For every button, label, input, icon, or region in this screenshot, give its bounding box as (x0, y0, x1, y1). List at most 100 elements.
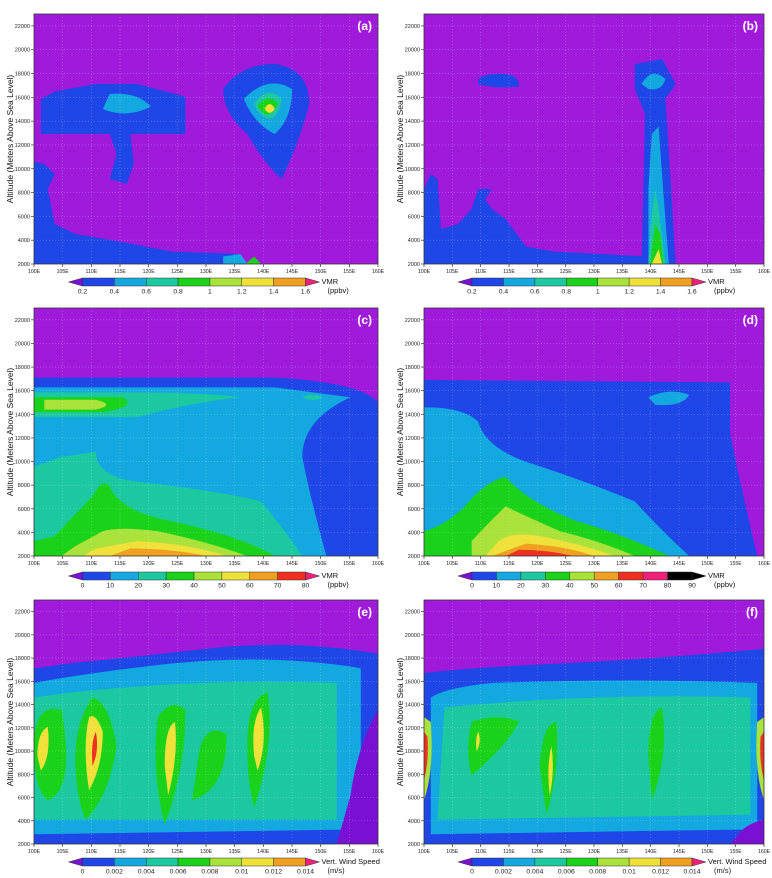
colorbar-swatch (145, 857, 179, 867)
x-tick-label: 150E (315, 269, 328, 275)
y-tick-label: 12000 (405, 143, 420, 149)
contour-region (476, 731, 480, 752)
colorbar-swatch (273, 857, 306, 867)
colorbar-swatch (618, 571, 644, 581)
x-tick-label: 160E (372, 849, 385, 855)
x-tick-label: 110E (85, 849, 97, 855)
colorbar-tick-label: 0.8 (562, 289, 572, 296)
colorbar-swatch (566, 277, 598, 287)
contour-region (424, 174, 649, 264)
colorbar-swatch (534, 857, 567, 867)
x-tick-label: 125E (171, 561, 184, 567)
colorbar-tick-label: 1.6 (687, 289, 697, 296)
colorbar-max-arrow (305, 571, 321, 581)
colorbar-tick-label: 1 (596, 289, 600, 296)
x-tick-label: 100E (418, 849, 431, 855)
y-tick-label: 14000 (15, 703, 30, 709)
y-tick-label: 22000 (15, 610, 30, 616)
colorbar-tick-label: 0 (470, 869, 474, 876)
y-tick-label: 22000 (405, 318, 420, 324)
x-tick-label: 115E (114, 849, 126, 855)
colorbar-tick-label: 10 (107, 583, 115, 590)
colorbar-swatch (471, 857, 504, 867)
x-tick-label: 145E (286, 269, 299, 275)
contour-region (302, 394, 323, 400)
panel-label: (c) (357, 313, 372, 327)
contour-region (648, 707, 664, 801)
x-tick-label: 145E (286, 849, 299, 855)
x-tick-label: 110E (475, 561, 487, 567)
colorbar-tick-label: 50 (218, 583, 226, 590)
colorbar-max-arrow (691, 277, 707, 287)
x-tick-label: 115E (114, 561, 126, 567)
x-tick-label: 135E (616, 561, 629, 567)
contour-region (40, 84, 186, 184)
colorbar-tick-label: 0.002 (495, 869, 512, 876)
y-tick-label: 16000 (405, 679, 420, 685)
x-tick-label: 155E (343, 849, 356, 855)
contour-region (468, 717, 520, 776)
contour-regions (34, 377, 378, 556)
contour-region (336, 709, 378, 844)
colorbar-tick-label: 0.004 (526, 869, 543, 876)
contour-region (730, 819, 764, 844)
y-tick-label: 10000 (15, 460, 30, 466)
plot-frame (33, 307, 379, 557)
colorbar-swatch (114, 277, 147, 287)
x-tick-label: 155E (730, 849, 743, 855)
colorbar-tick-label: 50 (590, 583, 598, 590)
x-tick-label: 150E (315, 849, 328, 855)
colorbar-tick-label: 1.4 (656, 289, 666, 296)
x-tick-label: 115E (503, 561, 515, 567)
x-tick-label: 100E (28, 269, 41, 275)
x-tick-label: 140E (645, 269, 658, 275)
y-tick-label: 16000 (15, 389, 30, 395)
colorbar-tick-label: 0.6 (141, 289, 151, 296)
x-tick-label: 130E (200, 561, 213, 567)
plot-frame (423, 307, 765, 557)
x-tick-label: 135E (616, 269, 629, 275)
y-tick-label: 6000 (18, 507, 30, 513)
plot-frame (33, 13, 379, 265)
x-tick-label: 145E (673, 561, 686, 567)
y-tick-label: 6000 (408, 214, 420, 220)
colorbar-swatch (82, 857, 115, 867)
y-tick-label: 8000 (408, 191, 420, 197)
x-tick-label: 140E (645, 561, 658, 567)
contour-region (264, 104, 275, 113)
colorbar-tick-label: 1.4 (269, 289, 279, 296)
colorbar-tick-label: 60 (246, 583, 254, 590)
x-tick-label: 130E (588, 561, 601, 567)
x-tick-label: 130E (588, 849, 601, 855)
contour-region (245, 256, 262, 264)
colorbar-tick-label: 0.006 (558, 869, 575, 876)
y-tick-label: 18000 (15, 656, 30, 662)
colorbar-swatch (628, 277, 661, 287)
x-tick-label: 150E (701, 269, 714, 275)
colorbar-swatch (471, 571, 497, 581)
colorbar-max-arrow (305, 857, 321, 867)
colorbar-swatch (597, 857, 630, 867)
y-tick-label: 20000 (15, 341, 30, 347)
colorbar-tick-label: 0.01 (623, 869, 636, 876)
x-tick-label: 115E (114, 269, 126, 275)
plot-frame (423, 599, 765, 845)
colorbar-unit: (ppbv) (714, 286, 736, 295)
contour-region (192, 730, 227, 801)
x-tick-label: 125E (171, 849, 184, 855)
y-tick-label: 14000 (15, 119, 30, 125)
x-tick-label: 100E (28, 561, 41, 567)
y-tick-label: 18000 (15, 365, 30, 371)
panel-f: 2000 4000 6000 8000 10000 12000 14000 16000 1800… (395, 599, 771, 876)
plot-frame (33, 599, 379, 845)
y-tick-label: 10000 (405, 460, 420, 466)
x-tick-label: 115E (503, 269, 515, 275)
y-tick-label: 4000 (18, 530, 30, 536)
y-tick-label: 14000 (15, 412, 30, 418)
y-axis-label: Altitude (Meters Above Sea Level) (5, 368, 15, 497)
colorbar-tick-label: 0 (81, 583, 85, 590)
colorbar-tick-label: 0.4 (499, 289, 509, 296)
colorbar: 0.2 0.4 0.6 0.8 1 1.2 1.4 1.6 VMR(ppbv) (67, 277, 349, 296)
colorbar-label: VMR (322, 571, 339, 580)
colorbar-unit: (ppbv) (714, 580, 736, 589)
